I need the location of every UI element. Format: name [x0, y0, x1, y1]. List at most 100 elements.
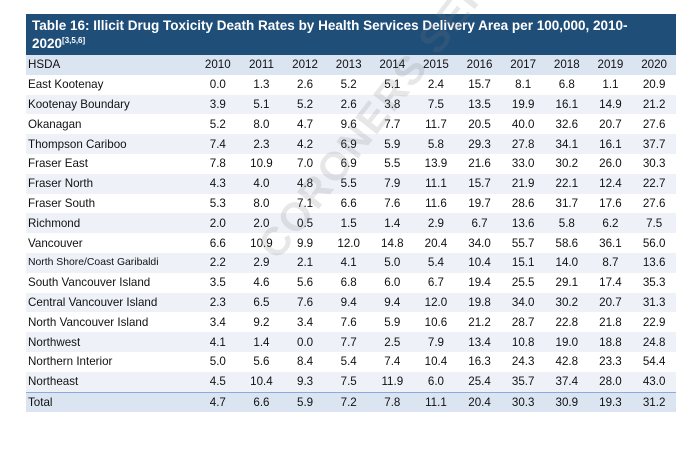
rate-cell: 25.4 [468, 375, 491, 389]
total-rate-cell: 30.9 [545, 391, 589, 413]
table-row: Thompson Cariboo 7.4 2.3 4.2 6.9 5.9 5.8 29.3 27… [26, 134, 676, 154]
row-label-hsda: East Kootenay [28, 78, 104, 92]
rate-cell: 7.1 [297, 196, 314, 210]
table-row: Central Vancouver Island 2.3 6.5 7.6 9.4 9.4 1… [26, 292, 676, 313]
rate-cell: 5.2 [209, 117, 226, 131]
rate-cell: 4.2 [297, 137, 314, 151]
rate-cell: 7.6 [297, 295, 314, 309]
rate-cell: 6.2 [602, 216, 619, 230]
total-label: Total [26, 391, 196, 413]
rate-cell: 36.1 [599, 236, 622, 250]
rate-cell: 22.9 [642, 315, 666, 329]
total-rate-cell: 7.8 [370, 391, 415, 413]
rate-cell: 30.2 [555, 157, 579, 171]
rate-cell: 5.3 [209, 196, 226, 210]
column-header-year: 2020 [641, 58, 668, 72]
table-row: North Shore/Coast Garibaldi 2.2 2.9 2.1 4.1 5… [26, 252, 676, 273]
rate-cell: 1.1 [602, 78, 619, 92]
rate-cell: 2.6 [340, 97, 357, 111]
total-rate-cell: 31.2 [632, 391, 676, 413]
rate-cell: 3.4 [209, 315, 226, 329]
row-label-hsda: Fraser South [28, 196, 96, 210]
rate-cell: 5.6 [253, 355, 270, 369]
column-header-year: 2013 [335, 58, 362, 72]
rate-cell: 9.3 [297, 375, 314, 389]
rate-cell: 6.5 [253, 295, 270, 309]
rate-cell: 4.3 [209, 177, 226, 191]
rate-cell: 6.0 [384, 276, 401, 290]
rate-cell: 26.0 [599, 157, 622, 171]
rate-cell: 7.5 [427, 97, 444, 111]
rate-cell: 6.8 [340, 276, 357, 290]
row-label-hsda: Vancouver [28, 236, 83, 250]
rate-cell: 15.1 [511, 256, 535, 270]
row-label-hsda: Central Vancouver Island [28, 295, 158, 309]
rate-cell: 31.7 [555, 196, 579, 210]
rate-cell: 55.7 [511, 236, 535, 250]
rate-cell: 12.0 [337, 236, 360, 250]
rate-cell: 10.9 [250, 157, 273, 171]
rate-cell: 2.9 [253, 256, 270, 270]
table-header: HSDA 2010 2011 2012 2013 2014 2015 2016 2017 2018… [26, 55, 676, 75]
rate-cell: 30.3 [642, 157, 666, 171]
row-label-hsda: Thompson Cariboo [28, 137, 127, 151]
rate-cell: 34.1 [555, 137, 579, 151]
rate-cell: 34.0 [468, 236, 491, 250]
column-header-year: 2014 [379, 58, 406, 72]
rate-cell: 5.6 [297, 276, 314, 290]
table-body: East Kootenay 0.0 1.3 2.6 5.2 5.1 2.4 15.7 8.1 6.… [26, 75, 676, 393]
rate-cell: 11.9 [381, 375, 404, 389]
rate-cell: 4.1 [209, 335, 226, 349]
total-row: Total 4.7 6.6 5.9 7.2 7.8 11.1 20.4 30.3 30.9 19.3… [26, 391, 676, 413]
rate-cell: 58.6 [555, 236, 579, 250]
rate-cell: 14.0 [555, 256, 579, 270]
rate-cell: 21.2 [642, 97, 666, 111]
rate-cell: 2.0 [253, 216, 270, 230]
rate-cell: 9.6 [340, 117, 357, 131]
rate-cell: 28.7 [511, 315, 535, 329]
rate-cell: 3.4 [297, 315, 314, 329]
rate-cell: 14.9 [599, 97, 622, 111]
table-row: East Kootenay 0.0 1.3 2.6 5.2 5.1 2.4 15.7 8.1 6.… [26, 75, 676, 95]
total-rate-cell: 5.9 [283, 391, 327, 413]
table-title-bar: Table 16: Illicit Drug Toxicity Death Ra… [26, 14, 676, 55]
rate-cell: 30.2 [555, 295, 579, 309]
rate-cell: 10.8 [511, 335, 535, 349]
rate-cell: 1.5 [340, 216, 357, 230]
rate-cell: 1.4 [384, 216, 401, 230]
rate-cell: 5.8 [427, 137, 444, 151]
table-row: Kootenay Boundary 3.9 5.1 5.2 2.6 3.8 7.5 13.5 1… [26, 94, 676, 115]
rate-cell: 7.7 [340, 335, 357, 349]
total-rate-cell: 4.7 [196, 391, 240, 413]
rate-cell: 11.1 [425, 177, 447, 191]
total-rate-cell: 11.1 [414, 391, 458, 413]
table-row: South Vancouver Island 3.5 4.6 5.6 6.8 6.0 6.7… [26, 273, 676, 293]
rate-cell: 12.0 [424, 295, 448, 309]
rate-cell: 4.8 [297, 177, 314, 191]
rate-cell: 4.6 [253, 276, 270, 290]
rate-cell: 28.6 [511, 196, 535, 210]
rate-cell: 7.7 [384, 117, 401, 131]
rate-cell: 5.5 [384, 157, 401, 171]
rate-cell: 23.3 [599, 355, 622, 369]
total-rate-cell: 20.4 [457, 391, 502, 413]
rate-cell: 5.9 [384, 137, 401, 151]
rate-cell: 8.0 [253, 117, 270, 131]
rate-cell: 13.9 [424, 157, 448, 171]
rate-cell: 7.5 [646, 216, 663, 230]
rate-cell: 37.4 [555, 375, 579, 389]
rate-cell: 5.0 [209, 355, 226, 369]
row-label-hsda: Kootenay Boundary [28, 97, 130, 111]
rate-cell: 2.2 [209, 256, 226, 270]
total-rate-cell: 19.3 [588, 391, 633, 413]
rate-cell: 3.5 [209, 276, 226, 290]
column-header-year: 2015 [423, 58, 449, 72]
rate-cell: 27.6 [642, 117, 666, 131]
rate-cell: 19.7 [468, 196, 491, 210]
table-title: Table 16: Illicit Drug Toxicity Death Ra… [32, 18, 628, 51]
rate-cell: 37.7 [642, 137, 666, 151]
column-header-year: 2011 [248, 58, 274, 72]
rate-cell: 8.7 [602, 256, 619, 270]
rate-cell: 6.0 [427, 375, 444, 389]
rate-cell: 27.8 [511, 137, 535, 151]
